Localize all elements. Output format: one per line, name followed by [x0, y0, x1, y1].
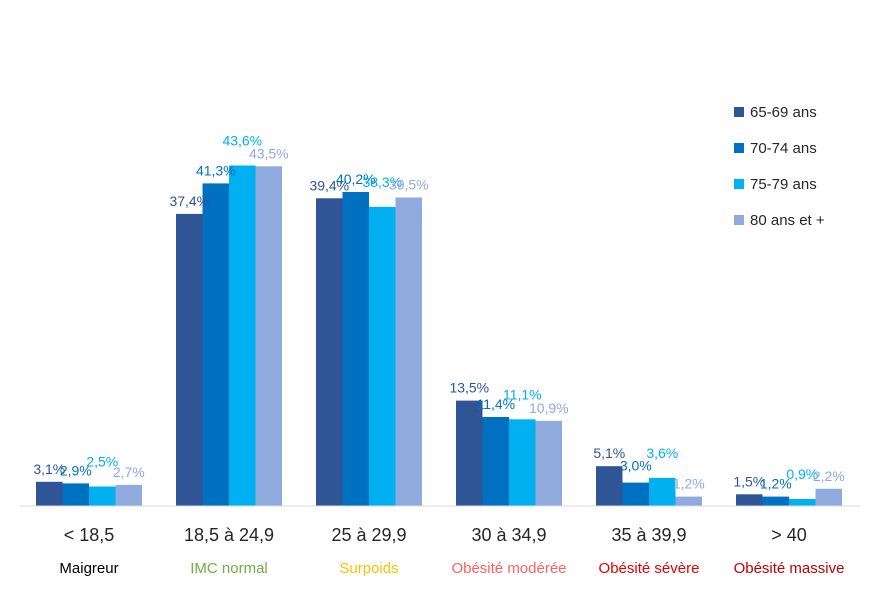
value-label: 1,5% [733, 473, 765, 489]
category-label: Surpoids [339, 560, 398, 577]
bar-1-3 [316, 198, 343, 507]
legend-label-2: 70-74 ans [750, 140, 817, 157]
x-tick-label: 35 à 39,9 [611, 525, 686, 545]
legend-swatch-1 [734, 107, 744, 117]
legend-swatch-2 [734, 143, 744, 153]
bar-4-4 [535, 420, 562, 506]
bar-1-4 [456, 400, 483, 506]
x-tick-labels-group: < 18,5 18,5 à 24,9 25 à 29,9 30 à 34,9 35 à … [64, 525, 807, 545]
value-label: 0,9% [786, 466, 818, 482]
legend-label-1: 65-69 ans [750, 104, 817, 121]
x-tick-label: 25 à 29,9 [331, 525, 406, 545]
bar-1-2 [176, 213, 203, 506]
value-label: 1,2% [760, 476, 792, 492]
bar-2-4 [482, 417, 509, 506]
bar-2-6 [762, 496, 789, 506]
value-label: 39,4% [309, 177, 349, 193]
bar-2-2 [202, 183, 229, 506]
value-label: 37,4% [169, 193, 209, 209]
bar-1-1 [36, 481, 63, 506]
x-tick-label: < 18,5 [64, 525, 115, 545]
bar-1-6 [736, 494, 763, 506]
bar-2-1 [62, 483, 89, 506]
value-label: 11,4% [476, 396, 515, 412]
value-label: 43,5% [249, 145, 289, 161]
bar-3-2 [229, 165, 256, 506]
category-label: IMC normal [190, 560, 268, 577]
legend-swatch-4 [734, 215, 744, 225]
value-label: 3,6% [646, 445, 678, 461]
value-label: 41,3% [196, 162, 236, 178]
value-labels-group: 3,1%2,9%2,5%2,7% 37,4% 41,3% 43,6%43,5% 39,4… [33, 133, 844, 492]
bar-1-5 [596, 466, 623, 506]
value-label: 40,2% [336, 171, 376, 187]
bar-2-3 [342, 192, 369, 506]
bars-group [36, 165, 842, 507]
value-label: 5,1% [593, 445, 625, 461]
category-label: Obésité sévère [599, 560, 700, 577]
value-label: 1,2% [673, 476, 705, 492]
bar-4-1 [115, 484, 142, 506]
bar-3-3 [369, 206, 396, 506]
value-label: 2,7% [113, 464, 145, 480]
bar-3-5 [649, 477, 676, 506]
bar-2-5 [622, 482, 649, 506]
value-label: 3,0% [620, 458, 652, 474]
legend-swatch-3 [734, 179, 744, 189]
value-label: 11,1% [503, 386, 542, 402]
value-label: 43,6% [222, 133, 262, 149]
value-label: 2,5% [86, 454, 118, 470]
value-label: 39,5% [389, 177, 429, 193]
category-label: Maigreur [59, 560, 118, 577]
x-tick-label: 30 à 34,9 [471, 525, 546, 545]
x-tick-label: 18,5 à 24,9 [184, 525, 274, 545]
value-label: 13,5% [449, 380, 489, 396]
x-tick-label: > 40 [771, 525, 807, 545]
bar-3-1 [89, 486, 116, 506]
bar-4-3 [395, 197, 422, 506]
bar-3-6 [789, 499, 816, 506]
legend-label-4: 80 ans et + [750, 212, 825, 229]
legend-label-3: 75-79 ans [750, 176, 817, 193]
category-label: Obésité massive [734, 560, 845, 577]
value-label: 38,3% [362, 174, 402, 190]
category-label: Obésité modérée [451, 560, 566, 577]
value-label: 10,9% [529, 400, 569, 416]
bar-4-6 [815, 488, 842, 506]
bar-3-4 [509, 419, 536, 506]
legend: 65-69 ans 70-74 ans 75-79 ans 80 ans et + [734, 104, 825, 229]
value-label: 2,9% [60, 462, 92, 478]
bar-4-5 [675, 496, 702, 506]
value-label: 3,1% [33, 461, 65, 477]
bar-4-2 [255, 166, 282, 507]
value-label: 2,2% [813, 468, 845, 484]
category-labels-group: Maigreur IMC normal Surpoids Obésité modéré… [59, 560, 844, 577]
